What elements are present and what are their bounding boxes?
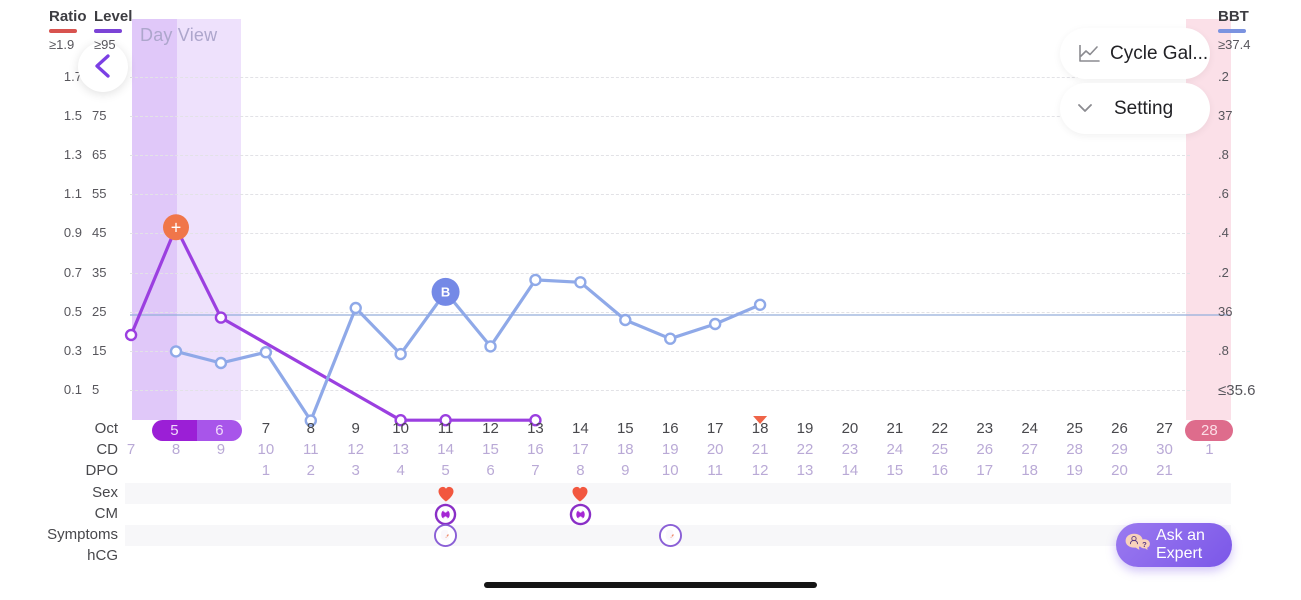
svg-text:?: ? — [1142, 539, 1147, 548]
